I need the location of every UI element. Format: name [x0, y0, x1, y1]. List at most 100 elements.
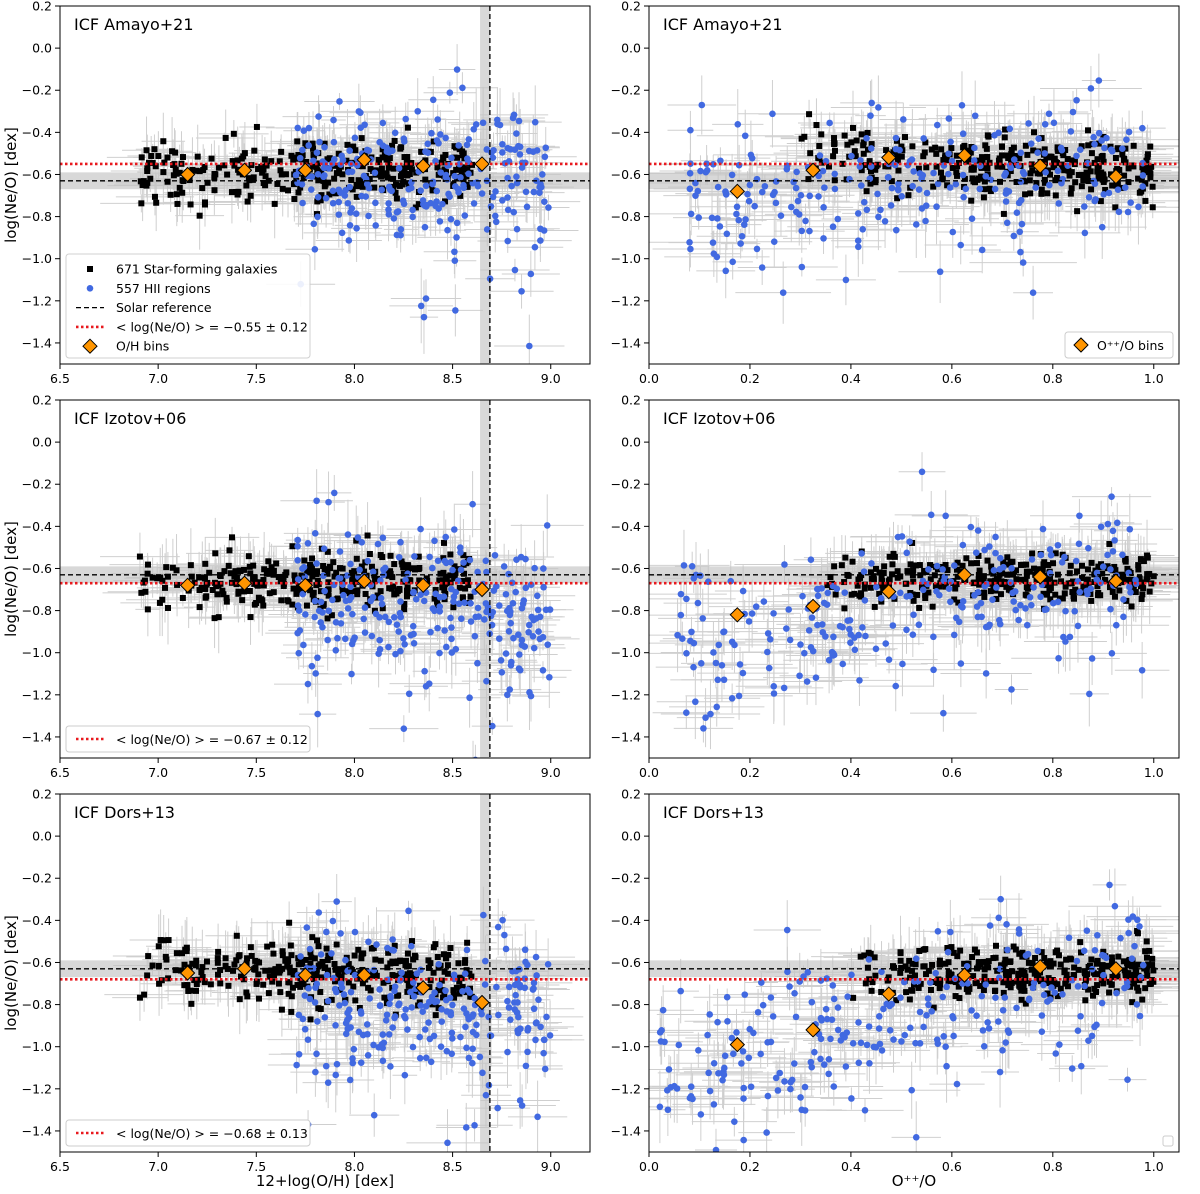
legend-label: 557 HII regions: [116, 281, 211, 296]
galaxy-point: [173, 191, 180, 198]
galaxy-point: [278, 171, 285, 178]
galaxy-point: [295, 189, 302, 196]
galaxy-point: [401, 168, 408, 175]
galaxy-point: [321, 140, 328, 147]
galaxy-point: [383, 156, 390, 163]
hii-point: [395, 164, 403, 172]
hii-point: [330, 116, 337, 124]
hii-point: [854, 237, 862, 245]
hii-point: [337, 189, 344, 196]
galaxy-point: [401, 600, 408, 607]
galaxy-point: [416, 564, 423, 571]
hii-point: [945, 115, 953, 122]
galaxy-point: [366, 550, 373, 557]
hii-point: [1059, 175, 1067, 183]
galaxy-point: [400, 570, 407, 577]
galaxy-point: [239, 597, 246, 604]
galaxy-point: [894, 157, 901, 164]
galaxy-point: [1100, 173, 1107, 180]
galaxy-point: [1068, 185, 1075, 192]
galaxy-point: [196, 574, 203, 581]
galaxy-point: [179, 154, 186, 161]
galaxy-point: [1119, 151, 1126, 158]
galaxy-point: [1066, 172, 1073, 179]
galaxy-point: [404, 587, 411, 594]
galaxy-point: [460, 176, 467, 183]
hii-point: [372, 222, 380, 229]
galaxy-point: [164, 573, 171, 580]
galaxy-point: [214, 591, 221, 598]
galaxy-point: [391, 137, 398, 144]
galaxy-point: [303, 565, 310, 572]
galaxy-point: [392, 189, 399, 196]
panel-2: 0.0 0.2 0.4 0.6 0.8 1.0 0.2 0.0 −0.2 −0.4 −0.6 −0.8…: [611, 0, 1180, 386]
galaxy-point: [452, 569, 459, 576]
galaxy-point: [839, 160, 846, 167]
hii-point: [1025, 120, 1032, 127]
hii-point: [499, 149, 506, 156]
hii-point: [687, 126, 694, 134]
galaxy-point: [1075, 171, 1082, 178]
galaxy-point: [1116, 166, 1123, 173]
hii-point: [492, 188, 499, 195]
hii-point: [947, 138, 954, 146]
galaxy-point: [261, 156, 268, 163]
hii-point: [751, 202, 758, 210]
galaxy-point: [954, 163, 961, 170]
hii-point: [305, 124, 313, 132]
galaxy-point: [1062, 146, 1069, 153]
hii-point: [1002, 198, 1010, 205]
hii-point: [738, 232, 746, 240]
galaxy-point: [1022, 142, 1029, 149]
galaxy-point: [196, 168, 203, 175]
hii-point: [452, 307, 459, 314]
hii-point: [433, 137, 441, 144]
galaxy-point: [314, 167, 321, 174]
panel-3: 6.5 7.0 7.5 8.0 8.5 9.00.20.0−0.2−0.4−0.6−0.8…: [22, 393, 591, 780]
hii-point: [1034, 149, 1041, 156]
galaxy-point: [1034, 170, 1041, 177]
galaxy-point: [1068, 169, 1075, 176]
hii-point: [888, 184, 896, 192]
galaxy-point: [868, 141, 875, 148]
hii-point: [365, 212, 372, 220]
galaxy-point: [968, 197, 975, 204]
galaxy-point: [1088, 186, 1095, 193]
hii-point: [1046, 181, 1053, 189]
galaxy-point: [1139, 164, 1146, 171]
hii-point: [338, 229, 346, 237]
hii-point: [1125, 128, 1133, 136]
galaxy-point: [434, 164, 441, 171]
galaxy-point: [998, 152, 1005, 159]
galaxy-point: [1002, 126, 1009, 133]
galaxy-point: [350, 588, 357, 595]
galaxy-point: [255, 165, 262, 172]
hii-point: [386, 186, 394, 194]
hii-point: [390, 215, 398, 222]
galaxy-point: [1067, 190, 1074, 197]
galaxy-point: [241, 150, 248, 157]
galaxy-point: [201, 585, 208, 592]
galaxy-point: [1071, 157, 1078, 164]
hii-point: [434, 116, 441, 123]
hii-point: [492, 218, 500, 226]
galaxy-point: [147, 175, 154, 182]
galaxy-point: [1102, 186, 1109, 193]
y-tick-label: −0.6: [22, 167, 52, 182]
hii-point: [1041, 120, 1049, 128]
galaxy-point: [384, 174, 391, 181]
galaxy-point: [928, 146, 935, 153]
hii-point: [772, 199, 780, 207]
hii-point: [1139, 183, 1147, 190]
bin-marker: [1108, 168, 1124, 185]
hii-point: [779, 289, 787, 296]
galaxy-point: [422, 176, 429, 183]
galaxy-point: [157, 574, 164, 581]
galaxy-point: [1094, 156, 1101, 163]
galaxy-point: [244, 198, 251, 205]
hii-point: [379, 119, 387, 127]
galaxy-point: [841, 132, 848, 139]
galaxy-point: [996, 178, 1003, 185]
galaxy-point: [930, 183, 937, 190]
x-tick-label: 0.0: [639, 371, 659, 386]
